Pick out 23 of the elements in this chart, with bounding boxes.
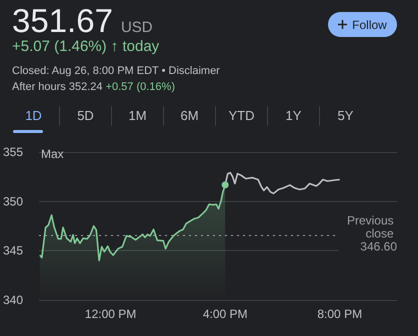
annotation: Max xyxy=(41,147,64,161)
text: Closed: Aug 26, 8:00 PM EDT • Disclaimer xyxy=(12,65,220,77)
y-tick-label: 355 xyxy=(3,145,24,159)
x-tick-label: 12:00 PM xyxy=(84,307,136,321)
y-tick-label: 350 xyxy=(3,194,24,208)
text: USD xyxy=(120,19,153,36)
text: YTD xyxy=(215,106,267,126)
text: 1M xyxy=(111,106,163,126)
x-tick-label: 8:00 PM xyxy=(317,307,362,321)
ref-line-label: Previous close 346.60 xyxy=(346,213,398,254)
text: Follow xyxy=(352,18,387,32)
text: 6M xyxy=(163,106,215,126)
y-tick-label: 340 xyxy=(3,293,24,307)
chart-subtitle: +5.07 (1.46%) ↑ today xyxy=(12,38,160,55)
text: 1Y xyxy=(267,106,319,126)
chart-title: 351.67 xyxy=(12,2,113,40)
text: 1D xyxy=(24,107,43,125)
text: 5Y xyxy=(319,106,371,126)
y-tick-label: 345 xyxy=(3,244,24,258)
text: +0.57 (0.16%) xyxy=(106,81,175,93)
x-tick-label: 4:00 PM xyxy=(202,307,248,321)
text: 5D xyxy=(59,106,111,126)
text: After hours 352.24 xyxy=(12,81,103,93)
